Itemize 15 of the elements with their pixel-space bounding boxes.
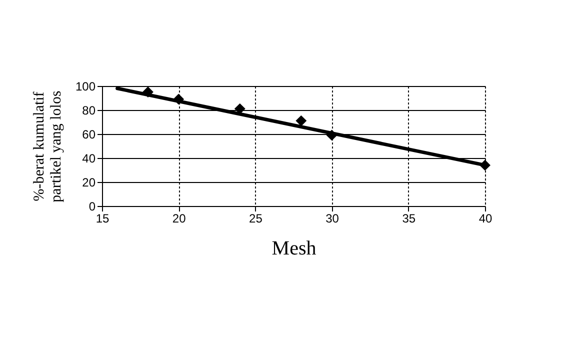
- y-tick-label: 100: [75, 80, 96, 94]
- x-tick-label: 40: [478, 212, 492, 226]
- point: [296, 115, 307, 126]
- y-tick-label: 20: [82, 176, 96, 190]
- y-tick-label: 80: [82, 104, 96, 118]
- x-tick-label: 35: [402, 212, 416, 226]
- x-axis-title: Mesh: [272, 238, 316, 260]
- x-tick-label: 15: [96, 212, 110, 226]
- x-tick-label: 30: [326, 212, 340, 226]
- y-axis-title: %-berat kumulatif partikel yang lolos: [31, 90, 64, 202]
- x-tick-label: 25: [249, 212, 263, 226]
- x-tick-label: 20: [172, 212, 186, 226]
- y-tick-label: 0: [88, 200, 96, 214]
- y-tick-label: 60: [82, 128, 96, 142]
- y-tick-label: 40: [82, 152, 96, 166]
